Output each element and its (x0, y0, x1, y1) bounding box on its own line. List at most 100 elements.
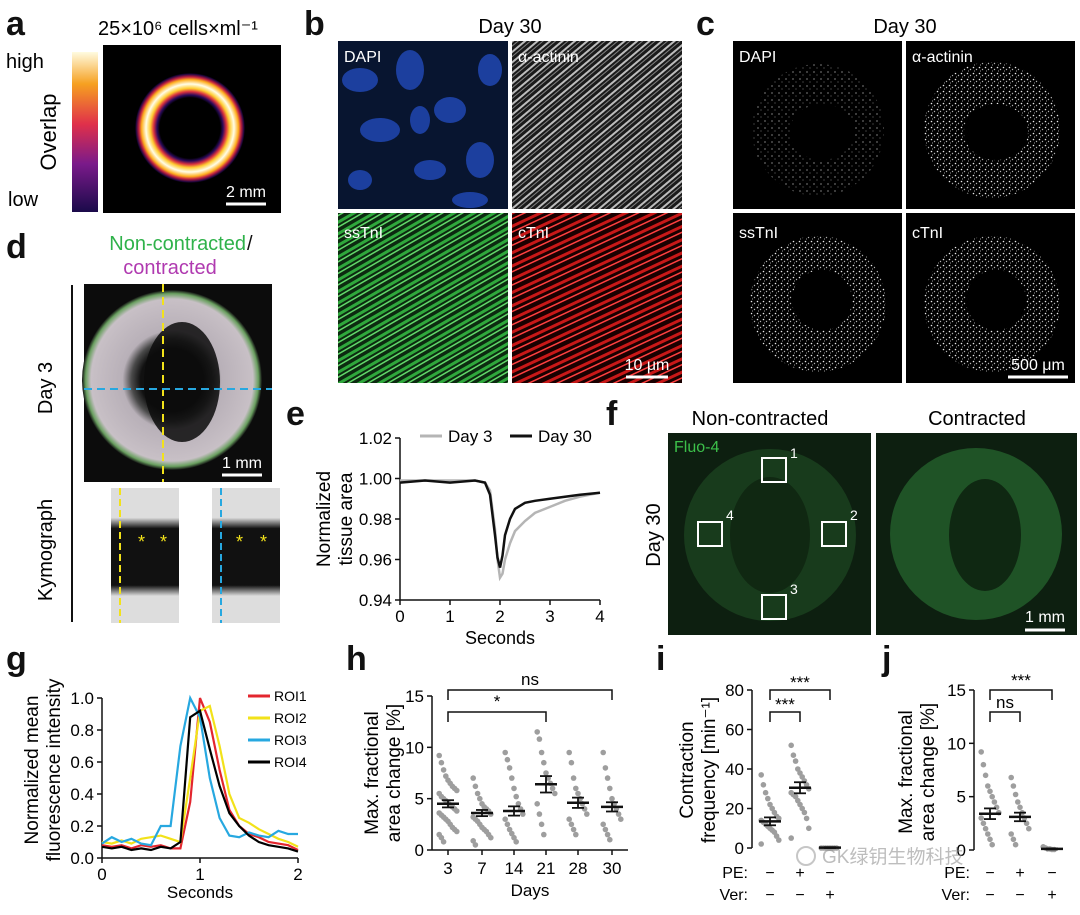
e-ylabel-line2: tissue area (336, 472, 357, 565)
h-data-point (472, 783, 479, 790)
i-significance-label: *** (775, 695, 795, 714)
panel-letter-a: a (6, 5, 26, 43)
h-data-point (570, 826, 577, 833)
j-data-point (1010, 783, 1017, 789)
e-series-line-day-30 (399, 479, 601, 568)
h-data-point (440, 839, 447, 845)
h-data-point (509, 775, 515, 781)
g-ytick-label: 0.2 (70, 817, 94, 836)
roi-1-box (761, 457, 787, 483)
h-data-point (504, 756, 511, 763)
h-data-point (536, 736, 543, 742)
g-ytick-label: 0.6 (70, 753, 94, 772)
watermark-text: GK绿钥生物科技 (822, 846, 963, 868)
j-ytick-label: 10 (947, 734, 966, 753)
roi-2-label: 2 (850, 507, 858, 523)
g-legend-label: ROI3 (274, 732, 307, 748)
j-significance-bracket (989, 711, 1021, 722)
j-significance-label: *** (1011, 671, 1031, 690)
h-significance-bracket (447, 711, 547, 722)
e-ytick-label: 0.94 (359, 591, 392, 610)
i-condition-sign: − (765, 865, 774, 882)
panel-letter-c: c (696, 5, 715, 43)
e-ytick-label: 1.00 (359, 470, 392, 489)
f-title-left: Non-contracted (692, 408, 829, 430)
j-data-point (987, 836, 993, 843)
scalebar-c-label: 500 μm (1011, 357, 1065, 374)
kymograph-label: Kymograph (35, 499, 57, 601)
kymograph-2-marker-1: * (236, 532, 243, 552)
j-data-point (982, 825, 989, 832)
j-data-point (980, 820, 987, 827)
j-data-point (989, 841, 995, 848)
j-data-point (1008, 774, 1014, 781)
i-condition-sign: + (825, 887, 834, 904)
h-data-point (506, 765, 513, 771)
h-data-point (538, 749, 545, 756)
h-data-point (602, 765, 609, 771)
h-data-point (440, 767, 447, 773)
g-ytick-label: 0.0 (70, 849, 94, 868)
roi-4-box (697, 521, 723, 547)
h-data-point (573, 831, 579, 838)
f-title-right: Contracted (928, 408, 1026, 430)
c-label-sstni: ssTnI (739, 225, 778, 242)
j-significance-label: ns (996, 693, 1014, 712)
b-label-sstni: ssTnI (344, 225, 383, 242)
g-xtick-label: 0 (97, 865, 106, 884)
h-data-point (615, 811, 622, 817)
i-ytick-label: 60 (725, 721, 744, 740)
scalebar-d-label: 1 mm (222, 455, 262, 472)
j-data-point (982, 772, 989, 779)
i-condition-sign: − (765, 887, 774, 904)
kymograph-2 (212, 488, 280, 623)
i-data-point (765, 795, 771, 802)
j-data-point (1008, 831, 1014, 837)
h-data-point (472, 842, 479, 848)
panel-a-title: 25×10⁶ cells×ml⁻¹ (98, 18, 258, 40)
h-data-point (511, 785, 517, 792)
i-ylabel-line2: frequency [min⁻¹] (699, 697, 720, 843)
kymograph-2-marker-2: * (260, 532, 267, 552)
g-series-line-roi3 (101, 694, 298, 847)
kymograph-1-marker-1: * (138, 532, 145, 552)
watermark: GK绿钥生物科技 (796, 846, 963, 868)
g-ytick-label: 0.4 (70, 785, 94, 804)
h-data-point (520, 811, 526, 817)
i-data-point (792, 758, 799, 764)
e-ytick-label: 0.98 (359, 510, 392, 529)
kymograph-1 (111, 488, 179, 623)
g-ytick-label: 1.0 (70, 689, 94, 708)
g-xtick-label: 2 (293, 865, 302, 884)
i-ylabel-line1: Contraction (677, 721, 698, 818)
j-ylabel-line1: Max. fractional (896, 710, 917, 834)
overlap-colorbar (72, 52, 98, 212)
chart-h: 0 5 10 15 3 7 14 21 28 30 Days Max. fractional area … (362, 670, 628, 900)
i-data-point (758, 841, 764, 847)
e-ytick-label: 1.02 (359, 429, 392, 448)
e-xtick-label: 1 (445, 607, 454, 626)
d-title-slash: / (247, 233, 253, 255)
h-ytick-label: 15 (405, 687, 424, 706)
i-data-point (776, 837, 782, 843)
j-condition-sign: + (1015, 865, 1024, 882)
h-data-point (541, 759, 547, 766)
i-condition-sign: − (795, 887, 804, 904)
h-data-point (607, 836, 613, 843)
roi-3-label: 3 (790, 581, 798, 597)
b-label-actinin: α-actinin (518, 49, 579, 66)
h-data-point (566, 749, 572, 756)
h-data-point (568, 821, 575, 828)
panel-b: Day 30 DAPI α-actinin ssTnI cTnI 10 μm (338, 16, 682, 383)
j-data-point (1015, 799, 1021, 805)
i-data-point (803, 815, 810, 822)
j-data-point (1026, 825, 1032, 832)
roi-2-box (821, 521, 847, 547)
f-day30-label: Day 30 (643, 503, 665, 566)
h-data-point (515, 801, 522, 807)
c-label-dapi: DAPI (739, 49, 776, 66)
g-legend-label: ROI2 (274, 710, 307, 726)
h-data-point (488, 834, 494, 841)
wechat-icon (796, 846, 816, 866)
i-significance-label: *** (790, 673, 810, 692)
